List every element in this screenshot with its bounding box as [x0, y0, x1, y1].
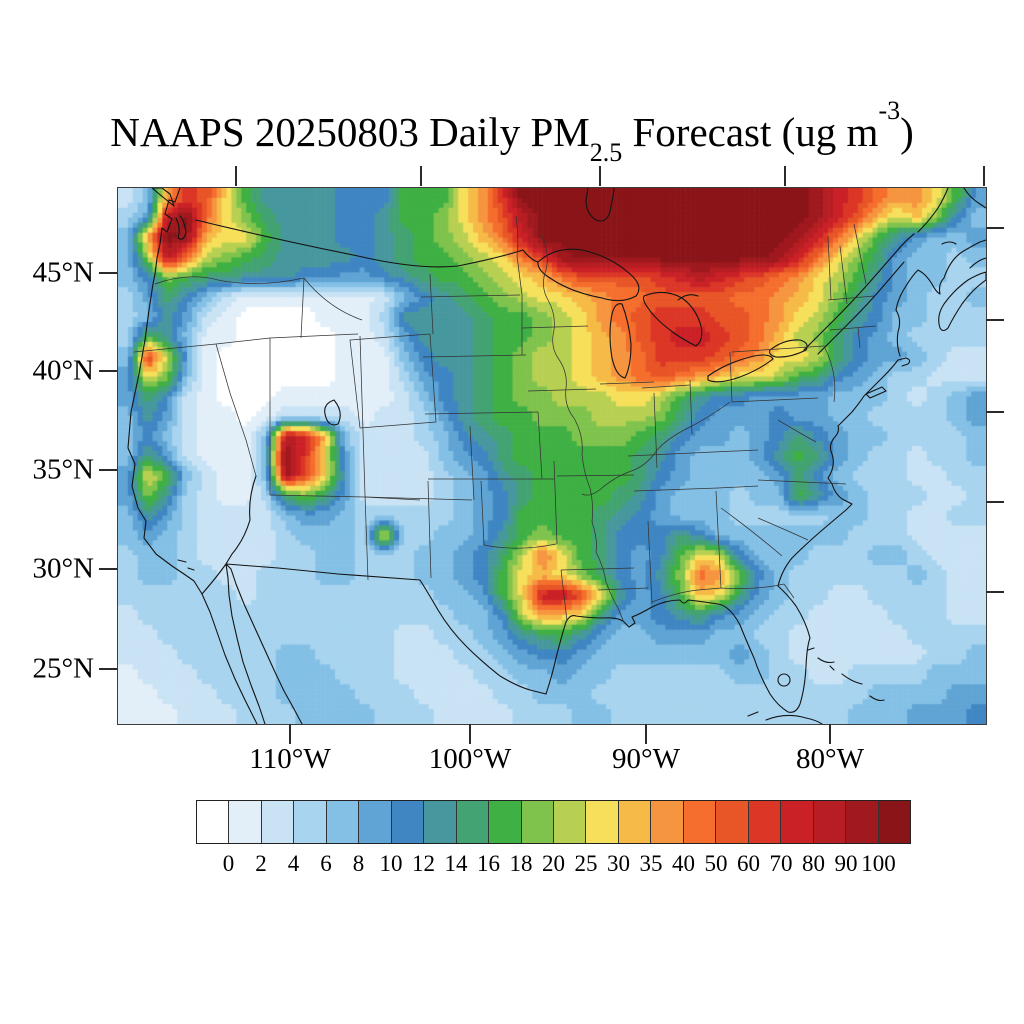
colorbar-segment — [812, 801, 846, 843]
colorbar-segment — [682, 801, 716, 843]
lon-tick — [469, 724, 471, 744]
lon-tick-top — [599, 166, 601, 186]
lon-tick-label: 90°W — [612, 743, 680, 775]
colorbar-tick-label: 2 — [255, 851, 267, 876]
colorbar-segment — [552, 801, 586, 843]
lon-tick — [289, 724, 291, 744]
lat-tick-label: 25°N — [32, 652, 94, 685]
colorbar-segment — [845, 801, 878, 843]
colorbar-tick-label: 30 — [607, 851, 630, 876]
colorbar-segment — [520, 801, 553, 843]
lat-tick-label: 45°N — [32, 256, 94, 289]
colorbar-tick-label: 14 — [444, 851, 468, 876]
lon-tick-label: 80°W — [796, 743, 864, 775]
lat-tick — [99, 469, 117, 471]
colorbar-segment — [650, 801, 683, 843]
lon-tick-label: 110°W — [249, 743, 331, 775]
colorbar-tick-label: 18 — [509, 851, 533, 876]
lat-tick-label: 40°N — [32, 354, 94, 387]
colorbar-tick-label: 60 — [737, 851, 760, 876]
title-mid: Forecast (ug m — [622, 109, 879, 155]
lon-tick — [645, 724, 647, 744]
colorbar-tick-label: 100 — [861, 851, 896, 876]
colorbar-tick-label: 35 — [639, 851, 663, 876]
colorbar-tick-label: 12 — [412, 851, 435, 876]
colorbar-segment — [293, 801, 326, 843]
colorbar-tick-label: 0 — [222, 851, 235, 876]
lat-tick — [99, 370, 117, 372]
lon-tick-top — [420, 166, 422, 186]
colorbar-segment — [877, 801, 910, 843]
colorbar-segment — [260, 801, 294, 843]
lon-tick — [829, 724, 831, 744]
colorbar-segment — [747, 801, 781, 843]
pm25-field-canvas — [118, 188, 986, 724]
colorbar-tick-label: 70 — [769, 851, 793, 876]
colorbar-tick-label: 25 — [574, 851, 598, 876]
colorbar-tick-label: 4 — [287, 851, 300, 876]
colorbar-tick-label: 40 — [672, 851, 695, 876]
colorbar-segment — [617, 801, 651, 843]
title-superscript: -3 — [878, 96, 901, 126]
colorbar-tick-label: 90 — [834, 851, 858, 876]
colorbar-segment — [228, 801, 261, 843]
colorbar-segment — [715, 801, 748, 843]
colorbar-segment — [390, 801, 424, 843]
lat-tick-right — [986, 501, 1004, 503]
colorbar-segment — [358, 801, 391, 843]
chart-title: NAAPS 20250803 Daily PM2.5 Forecast (ug … — [62, 96, 962, 167]
colorbar-segment — [197, 801, 229, 843]
lon-tick-top — [983, 166, 985, 186]
map-plot-area — [117, 187, 987, 725]
colorbar-tick-label: 8 — [352, 851, 365, 876]
lat-tick-label: 35°N — [32, 453, 94, 486]
colorbar — [196, 800, 911, 844]
lat-tick — [99, 668, 117, 670]
lat-tick-label: 30°N — [32, 552, 94, 585]
lon-tick-top — [784, 166, 786, 186]
colorbar-segment — [455, 801, 489, 843]
colorbar-tick-label: 10 — [379, 851, 403, 876]
colorbar-segment — [325, 801, 359, 843]
colorbar-tick-label: 6 — [320, 851, 332, 876]
lat-tick-right — [986, 227, 1004, 229]
lon-tick-top — [235, 166, 237, 186]
colorbar-segment — [488, 801, 521, 843]
colorbar-tick-label: 16 — [477, 851, 500, 876]
colorbar-tick-label: 20 — [542, 851, 565, 876]
title-suffix: ) — [900, 109, 914, 155]
colorbar-tick-label: 80 — [802, 851, 825, 876]
lat-tick — [99, 272, 117, 274]
title-prefix: NAAPS 20250803 Daily PM — [110, 109, 590, 155]
colorbar-segment — [423, 801, 456, 843]
lat-tick-right — [986, 319, 1004, 321]
colorbar-segment — [585, 801, 618, 843]
title-subscript: 2.5 — [589, 138, 623, 168]
lat-tick-right — [986, 411, 1004, 413]
lon-tick-label: 100°W — [428, 743, 512, 775]
colorbar-segment — [780, 801, 813, 843]
colorbar-tick-label: 50 — [704, 851, 728, 876]
lat-tick-right — [986, 591, 1004, 593]
lat-tick — [99, 568, 117, 570]
